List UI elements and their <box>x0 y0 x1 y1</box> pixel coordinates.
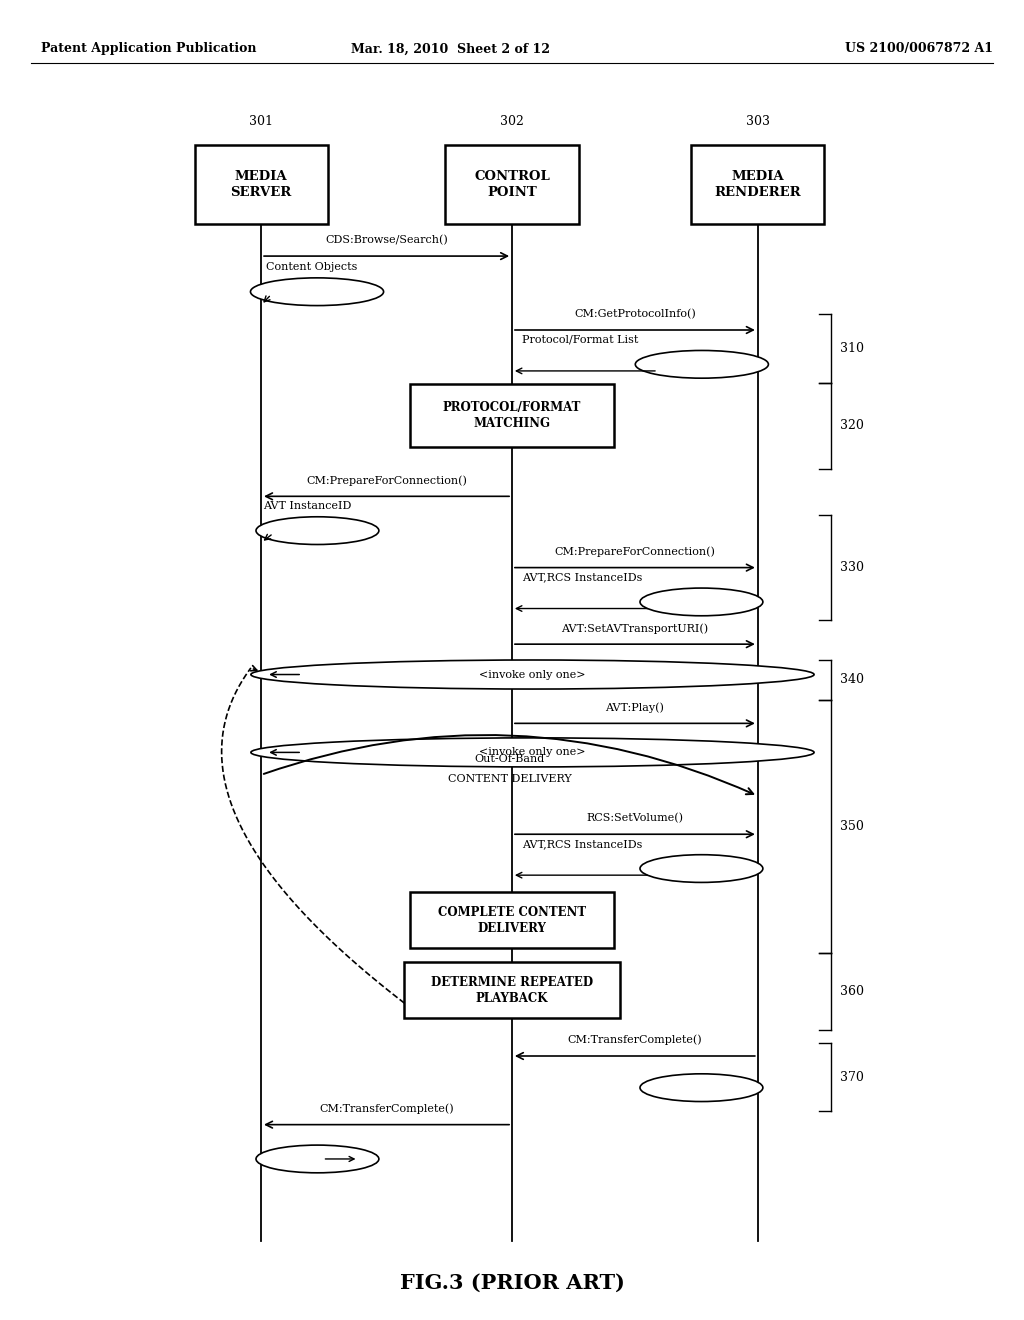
Text: CDS:Browse/Search(): CDS:Browse/Search() <box>326 235 447 246</box>
Text: AVT:Play(): AVT:Play() <box>605 702 665 713</box>
Text: <invoke only one>: <invoke only one> <box>479 747 586 758</box>
Text: 301: 301 <box>249 115 273 128</box>
FancyBboxPatch shape <box>195 145 328 224</box>
Ellipse shape <box>251 660 814 689</box>
Text: 360: 360 <box>840 985 863 998</box>
Ellipse shape <box>640 1073 763 1101</box>
Text: CM:GetProtocolInfo(): CM:GetProtocolInfo() <box>574 309 695 319</box>
Text: AVT:SetAVTransportURI(): AVT:SetAVTransportURI() <box>561 623 709 634</box>
Text: AVT,RCS InstanceIDs: AVT,RCS InstanceIDs <box>522 572 643 582</box>
Text: COMPLETE CONTENT
DELIVERY: COMPLETE CONTENT DELIVERY <box>438 906 586 935</box>
Text: <invoke only one>: <invoke only one> <box>479 669 586 680</box>
Text: FIG.3 (PRIOR ART): FIG.3 (PRIOR ART) <box>399 1272 625 1294</box>
Text: 303: 303 <box>745 115 770 128</box>
FancyBboxPatch shape <box>691 145 824 224</box>
Text: 370: 370 <box>840 1071 863 1084</box>
Ellipse shape <box>256 1144 379 1173</box>
FancyBboxPatch shape <box>410 892 614 948</box>
Text: Content Objects: Content Objects <box>266 261 357 272</box>
Text: Patent Application Publication: Patent Application Publication <box>41 42 256 55</box>
Text: AVT,RCS InstanceIDs: AVT,RCS InstanceIDs <box>522 838 643 849</box>
Text: 320: 320 <box>840 420 863 432</box>
Text: CM:PrepareForConnection(): CM:PrepareForConnection() <box>306 475 467 486</box>
Text: CM:TransferComplete(): CM:TransferComplete() <box>319 1104 454 1114</box>
Text: CM:PrepareForConnection(): CM:PrepareForConnection() <box>554 546 716 557</box>
Ellipse shape <box>635 351 768 379</box>
Text: 302: 302 <box>500 115 524 128</box>
Text: 340: 340 <box>840 673 863 686</box>
Text: 310: 310 <box>840 342 863 355</box>
Text: CONTROL
POINT: CONTROL POINT <box>474 170 550 199</box>
Ellipse shape <box>640 855 763 882</box>
Ellipse shape <box>256 516 379 544</box>
Ellipse shape <box>251 738 814 767</box>
Ellipse shape <box>640 589 763 615</box>
Text: AVT InstanceID: AVT InstanceID <box>263 500 351 511</box>
Text: 350: 350 <box>840 820 863 833</box>
Text: Mar. 18, 2010  Sheet 2 of 12: Mar. 18, 2010 Sheet 2 of 12 <box>351 42 550 55</box>
FancyBboxPatch shape <box>445 145 579 224</box>
Text: Out-Of-Band: Out-Of-Band <box>474 754 545 764</box>
Text: 330: 330 <box>840 561 863 574</box>
Text: RCS:SetVolume(): RCS:SetVolume() <box>587 813 683 824</box>
Text: CONTENT DELIVERY: CONTENT DELIVERY <box>447 774 571 784</box>
Text: MEDIA
SERVER: MEDIA SERVER <box>230 170 292 199</box>
Text: DETERMINE REPEATED
PLAYBACK: DETERMINE REPEATED PLAYBACK <box>431 975 593 1005</box>
Text: US 2100/0067872 A1: US 2100/0067872 A1 <box>845 42 993 55</box>
Text: PROTOCOL/FORMAT
MATCHING: PROTOCOL/FORMAT MATCHING <box>442 401 582 430</box>
FancyBboxPatch shape <box>404 962 620 1018</box>
Text: MEDIA
RENDERER: MEDIA RENDERER <box>715 170 801 199</box>
Text: CM:TransferComplete(): CM:TransferComplete() <box>567 1035 702 1045</box>
FancyBboxPatch shape <box>410 384 614 447</box>
Ellipse shape <box>251 279 384 306</box>
Text: Protocol/Format List: Protocol/Format List <box>522 334 639 345</box>
